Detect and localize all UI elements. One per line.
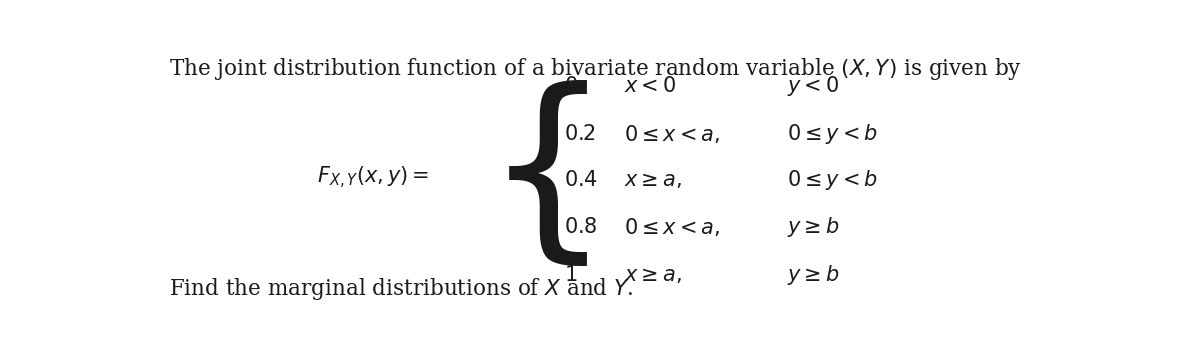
Text: $0 \leq y < b$: $0 \leq y < b$ [787,122,878,146]
Text: $x \geq a,$: $x \geq a,$ [624,171,683,190]
Text: $x \geq a,$: $x \geq a,$ [624,266,683,285]
Text: $0.2$: $0.2$ [564,124,595,144]
Text: The joint distribution function of a bivariate random variable $(X, Y)$ is given: The joint distribution function of a biv… [168,56,1021,82]
Text: $0 \leq y < b$: $0 \leq y < b$ [787,169,878,193]
Text: $0$: $0$ [564,76,577,96]
Text: $y \geq b$: $y \geq b$ [787,263,840,287]
Text: $\{$: $\{$ [484,81,588,275]
Text: $0.8$: $0.8$ [564,216,598,237]
Text: $y < 0$: $y < 0$ [787,74,840,98]
Text: Find the marginal distributions of $X$ and $Y$.: Find the marginal distributions of $X$ a… [168,276,634,302]
Text: $1$: $1$ [564,265,577,285]
Text: $0 \leq x < a,$: $0 \leq x < a,$ [624,215,721,238]
Text: $F_{X,Y}(x, y) =$: $F_{X,Y}(x, y) =$ [317,165,430,191]
Text: $x < 0$: $x < 0$ [624,76,677,96]
Text: $y \geq b$: $y \geq b$ [787,215,840,239]
Text: $0 \leq x < a,$: $0 \leq x < a,$ [624,124,721,145]
Text: $0.4$: $0.4$ [564,170,598,190]
